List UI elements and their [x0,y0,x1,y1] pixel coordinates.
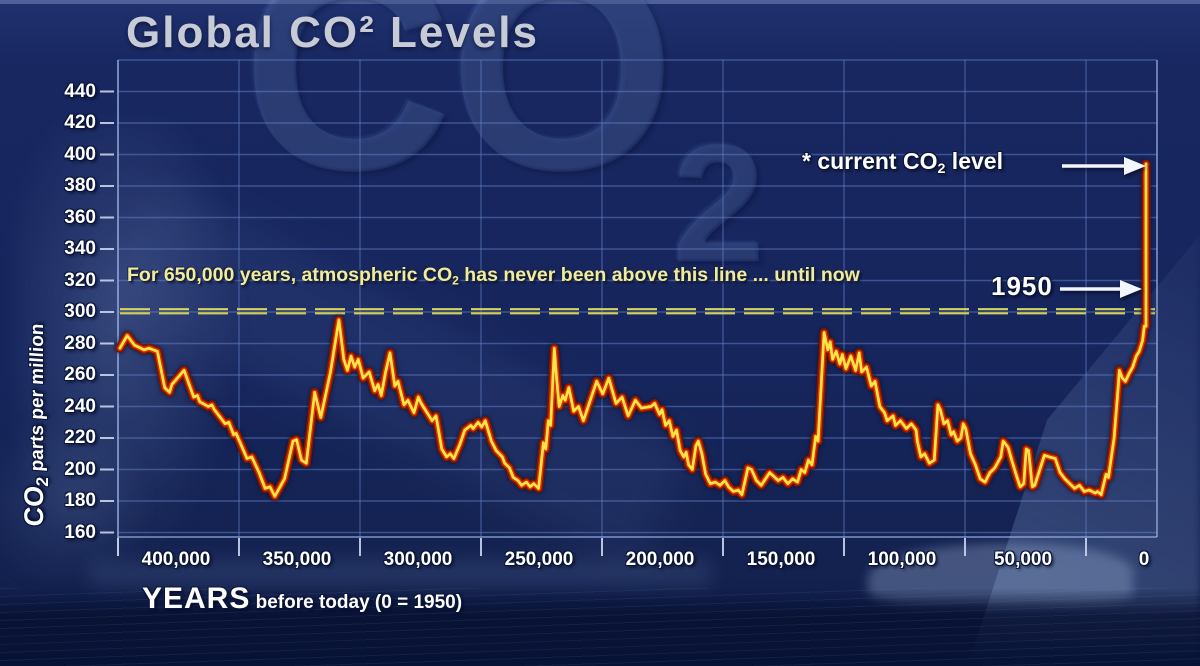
y-tick-label: 400 [64,143,96,165]
threshold-annotation-subscript: 2 [452,273,459,288]
y-tick-label: 280 [64,332,96,354]
current-level-label: * current CO2 level [802,148,1003,177]
y-tick-label: 360 [64,206,96,228]
plot-border [117,60,1158,556]
ocean-band [0,588,1200,666]
current-level-arrow [1062,157,1146,175]
x-tick-label: 250,000 [504,549,574,570]
y-tick-label: 440 [64,80,96,102]
y-tick-label: 380 [64,175,96,196]
co2-curve [115,159,1151,501]
y-tick-label: 200 [64,458,96,480]
year-1950-label: 1950 [991,271,1053,301]
x-tick-label: 400,000 [141,549,211,570]
annotation-arrows [1060,157,1146,298]
y-tick-label: 260 [64,364,96,385]
top-highlight-strip [0,0,1200,4]
y-tick-label: 180 [64,490,96,511]
co2-watermark: CO2 [242,0,766,298]
x-axis-title: YEARS before today (0 = 1950) [142,582,463,615]
page-title: Global CO² Levels [126,8,539,57]
x-tick-label: 100,000 [867,549,937,570]
y-tick-label: 300 [64,301,96,322]
x-tick-label: 50,000 [993,549,1053,570]
y-tick-label: 340 [64,238,96,259]
y-axis-title-subscript: 2 [32,476,52,488]
threshold-line-300ppm [120,308,1155,315]
axis-tick-marks [100,90,1087,556]
y-axis-title: CO2 parts per million [19,322,52,528]
x-tick-label: 150,000 [746,549,816,570]
x-tick-label: 0 [1138,549,1150,570]
current-level-subscript: 2 [937,160,946,177]
x-tick-label: 350,000 [262,549,332,570]
x-tick-label: 300,000 [383,549,453,570]
threshold-annotation: For 650,000 years, atmospheric CO2 has n… [127,264,860,288]
y-tick-label: 240 [64,395,96,417]
y-tick-label: 420 [64,112,96,133]
y-tick-label: 320 [64,269,96,291]
y-tick-label: 160 [64,521,96,543]
y-tick-label: 220 [64,427,96,448]
x-tick-label: 200,000 [625,549,695,570]
year-1950-arrow [1060,280,1142,298]
co2-watermark-subscript: 2 [672,109,766,298]
